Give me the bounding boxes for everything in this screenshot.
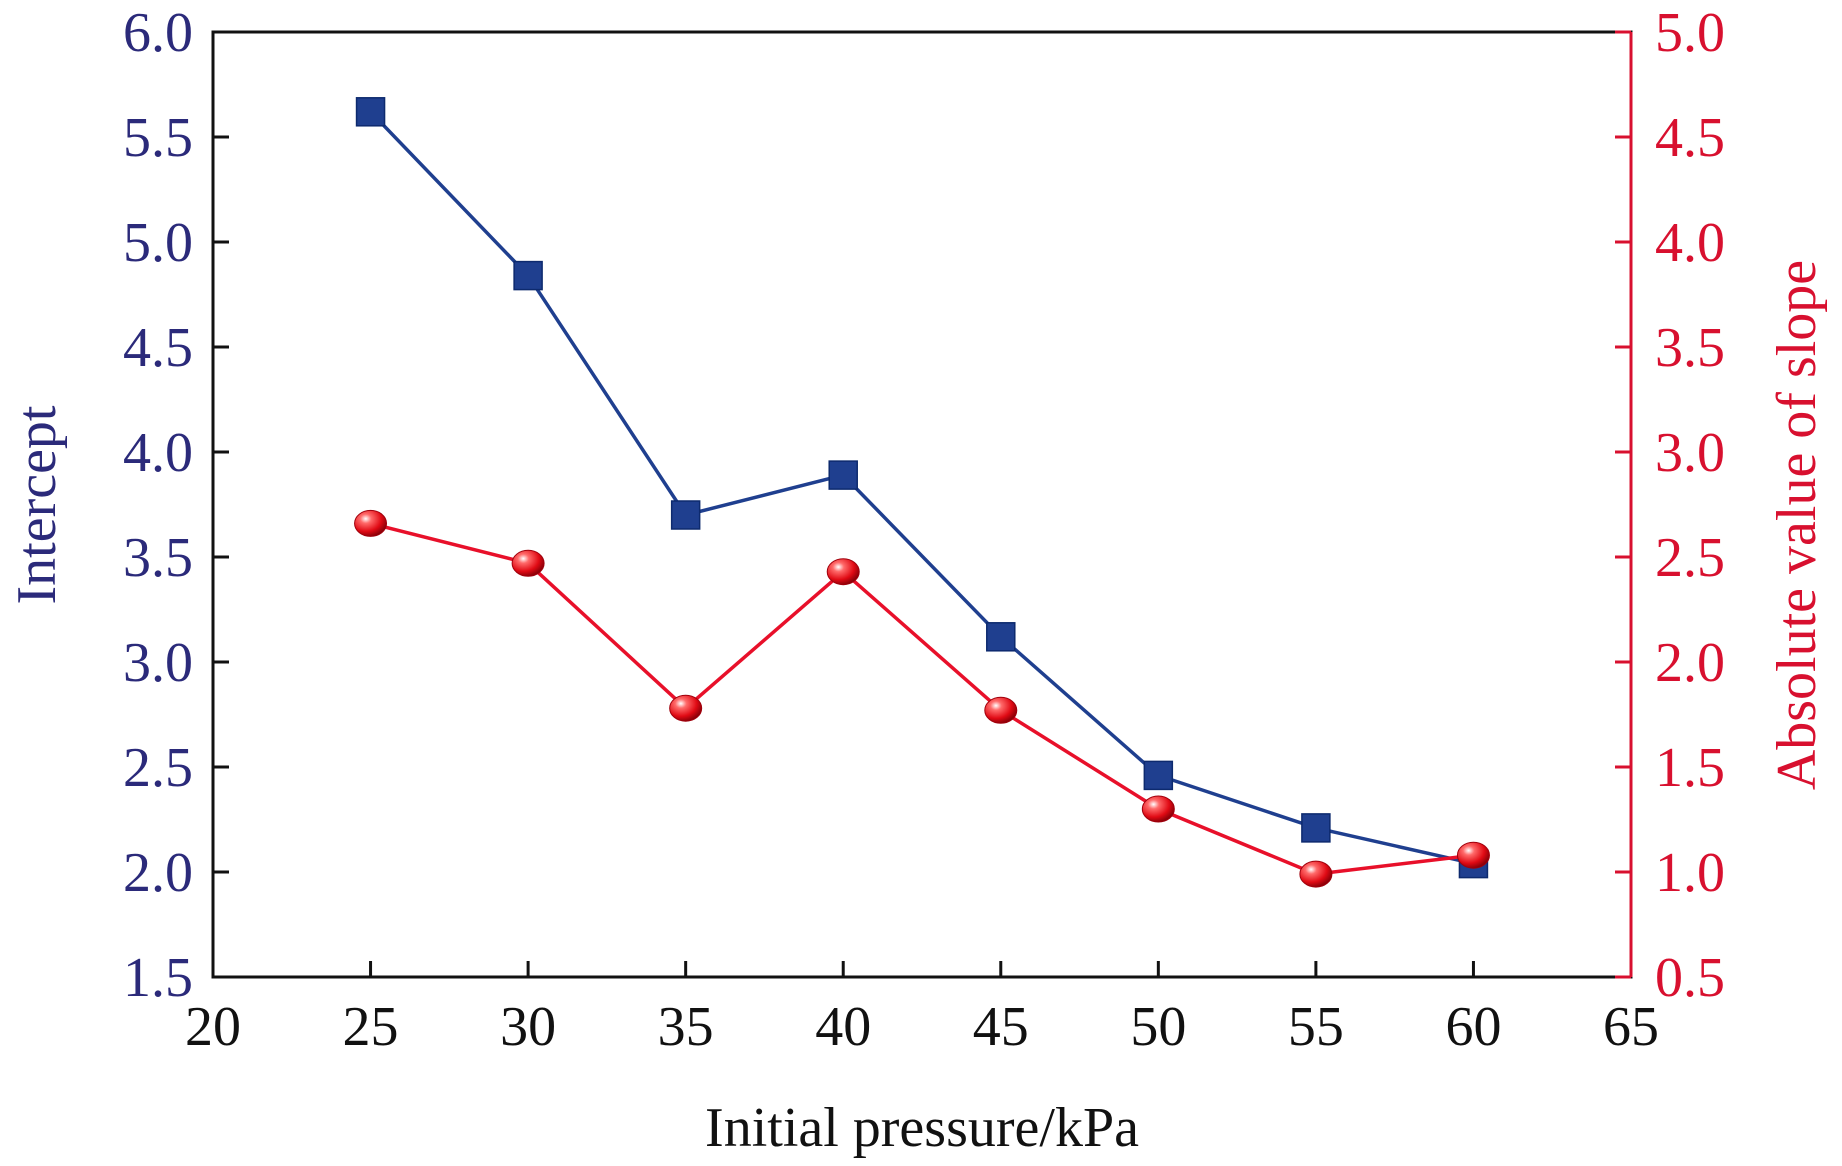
data-point-slope xyxy=(354,509,388,537)
x-tick-label: 55 xyxy=(1288,996,1344,1058)
y-right-tick-label: 1.0 xyxy=(1655,842,1725,904)
y-right-tick-label: 5.0 xyxy=(1655,2,1725,64)
x-tick-label: 65 xyxy=(1603,996,1659,1058)
data-point-slope xyxy=(1141,795,1175,823)
data-point-intercept xyxy=(670,500,701,530)
y-right-tick-label: 3.0 xyxy=(1655,422,1725,484)
y-axis-right-title: Absolute value of slope xyxy=(1766,260,1828,790)
data-point-slope xyxy=(669,694,703,722)
y-left-tick-label: 2.0 xyxy=(123,842,193,904)
data-point-slope xyxy=(826,558,860,586)
y-right-tick-label: 4.5 xyxy=(1655,107,1725,169)
y-axis-left-title: Intercept xyxy=(6,405,68,604)
x-tick-label: 20 xyxy=(185,996,241,1058)
y-left-tick-label: 4.0 xyxy=(123,422,193,484)
data-point-slope xyxy=(984,696,1018,724)
y-left-tick-label: 2.5 xyxy=(123,737,193,799)
x-tick-label: 40 xyxy=(815,996,871,1058)
y-axis-left: 1.5 2.0 2.5 3.0 3.5 4.0 4.5 5.0 5.5 6.0 xyxy=(123,2,229,1009)
x-tick-label: 60 xyxy=(1445,996,1501,1058)
y-right-tick-label: 1.5 xyxy=(1655,737,1725,799)
y-right-tick-label: 4.0 xyxy=(1655,212,1725,274)
y-right-tick-label: 2.5 xyxy=(1655,527,1725,589)
x-tick-label: 35 xyxy=(658,996,714,1058)
y-right-tick-label: 2.0 xyxy=(1655,632,1725,694)
y-left-tick-label: 5.0 xyxy=(123,212,193,274)
y-left-tick-label: 4.5 xyxy=(123,317,193,379)
data-point-intercept xyxy=(355,97,386,127)
y-right-tick-label: 0.5 xyxy=(1655,947,1725,1009)
data-point-intercept xyxy=(986,622,1016,652)
series-line-left xyxy=(369,110,1474,866)
y-left-tick-label: 1.5 xyxy=(123,947,193,1009)
y-left-tick-label: 3.0 xyxy=(123,632,193,694)
y-right-tick-label: 3.5 xyxy=(1655,317,1725,379)
data-point-intercept xyxy=(513,260,543,291)
data-point-slope xyxy=(1456,841,1490,869)
data-point-intercept xyxy=(828,460,858,490)
data-point-intercept xyxy=(1301,813,1331,843)
x-tick-label: 30 xyxy=(500,996,556,1058)
series-layer xyxy=(354,97,1490,888)
y-axis-right: 0.5 1.0 1.5 2.0 2.5 3.0 3.5 4.0 4.5 5.0 xyxy=(1615,2,1725,1009)
plot-frame xyxy=(211,30,1633,979)
x-tick-label: 45 xyxy=(973,996,1029,1058)
series-line-right xyxy=(370,521,1474,876)
x-axis-title: Initial pressure/kPa xyxy=(705,1097,1139,1159)
y-left-tick-label: 6.0 xyxy=(123,2,193,64)
y-left-tick-label: 3.5 xyxy=(123,527,193,589)
x-axis: 20 25 30 35 40 45 50 55 60 65 xyxy=(185,961,1659,1058)
data-point-slope xyxy=(511,549,545,577)
x-tick-label: 25 xyxy=(343,996,399,1058)
data-point-slope xyxy=(1299,860,1333,888)
data-point-intercept xyxy=(1143,760,1174,791)
x-tick-label: 50 xyxy=(1130,996,1186,1058)
y-left-tick-label: 5.5 xyxy=(123,107,193,169)
